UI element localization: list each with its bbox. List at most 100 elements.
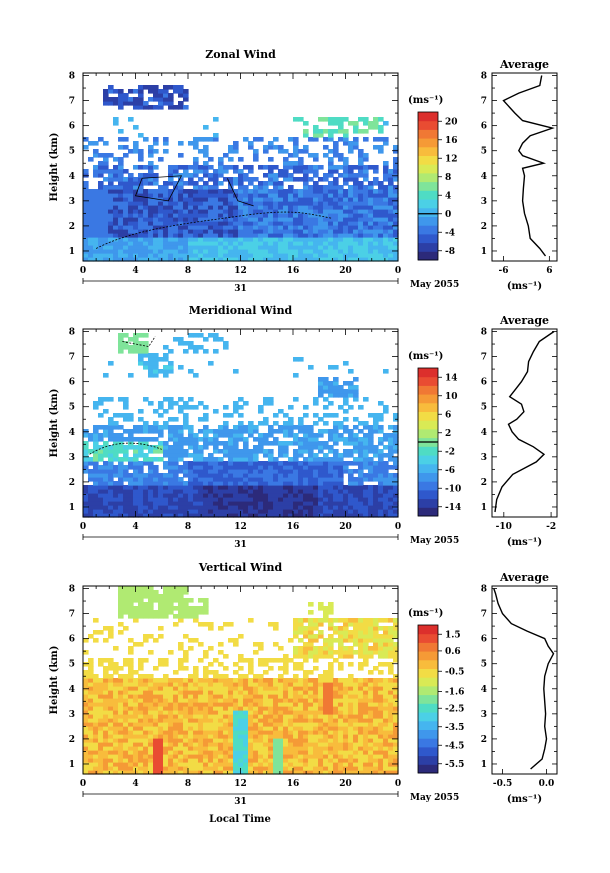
colorbar-swatch xyxy=(418,164,438,174)
y-axis: 1 2 3 4 5 6 7 8 Height (km) xyxy=(49,72,398,257)
colorbar-tick-label: 6 xyxy=(445,410,451,420)
colorbar-swatch xyxy=(418,394,438,404)
x-tick-label: 8 xyxy=(185,779,191,789)
y-tick-label: 4 xyxy=(69,685,75,695)
profile-y-tick-label: 6 xyxy=(481,635,487,645)
colorbar-swatch xyxy=(418,651,438,661)
colorbar-tick-label: 0.6 xyxy=(445,647,461,657)
profile-x-label: (ms⁻¹) xyxy=(507,794,542,805)
colorbar-tick-label: -4 xyxy=(445,228,455,238)
x-tick-label: 12 xyxy=(234,266,247,276)
x-axis-label: Local Time xyxy=(209,814,271,825)
colorbar-swatch xyxy=(418,463,438,473)
colorbar-swatch xyxy=(418,155,438,165)
colorbar-swatch xyxy=(418,190,438,200)
profile-x-label: (ms⁻¹) xyxy=(507,537,542,548)
y-tick-label: 3 xyxy=(69,710,75,720)
day-label: 31 xyxy=(234,540,247,550)
profile-frame xyxy=(491,72,558,262)
profile-x-tick-label: 0.0 xyxy=(539,779,555,789)
colorbar-swatch xyxy=(418,481,438,491)
profile-y-tick-label: 2 xyxy=(481,478,487,488)
x-tick-label: 16 xyxy=(287,522,300,532)
colorbar-unit: (ms⁻¹) xyxy=(408,351,443,362)
day-label: 31 xyxy=(234,797,247,807)
colorbar-tick-label: 14 xyxy=(445,373,458,383)
zero-contour xyxy=(122,336,156,347)
x-tick-label: 0 xyxy=(395,266,401,276)
y-tick-label: 2 xyxy=(69,222,75,232)
x-tick-label: 12 xyxy=(234,522,247,532)
profile-y-tick-label: 7 xyxy=(481,353,487,363)
x-tick-label: 0 xyxy=(80,522,86,532)
colorbar-swatch xyxy=(418,738,438,748)
colorbar: (ms⁻¹) 14 10 6 2 -2 -6 -10 -14 xyxy=(408,351,461,517)
y-axis: 1 2 3 4 5 6 7 8 Height (km) xyxy=(49,328,398,513)
profile-line xyxy=(502,75,555,257)
colorbar-swatch xyxy=(418,694,438,704)
colorbar-swatch xyxy=(418,225,438,235)
profile-frame xyxy=(491,585,558,775)
y-tick-label: 8 xyxy=(69,585,75,595)
colorbar-tick-label: -3.5 xyxy=(445,723,464,733)
profile-line xyxy=(494,330,555,513)
colorbar-swatch xyxy=(418,385,438,395)
profile-y-tick-label: 4 xyxy=(481,685,487,695)
y-tick-label: 2 xyxy=(69,478,75,488)
x-tick-label: 4 xyxy=(132,266,138,276)
colorbar-swatch xyxy=(418,402,438,412)
profile-y-tick-label: 3 xyxy=(481,710,487,720)
colorbar-swatch xyxy=(418,420,438,430)
colorbar-frame xyxy=(417,624,439,774)
profile-y-tick-label: 6 xyxy=(481,378,487,388)
profile-y-tick-label: 5 xyxy=(481,660,487,670)
average-profile: Average 1 2 3 4 5 6 7 8 -10 -2 (ms⁻¹) xyxy=(481,314,558,548)
profile-x-tick-label: -6 xyxy=(498,266,508,276)
colorbar-swatch xyxy=(418,720,438,730)
colorbar-tick-label: 0 xyxy=(445,210,451,220)
x-axis: 0 4 8 12 16 20 0 31 May 2055 xyxy=(80,73,459,294)
y-tick-label: 5 xyxy=(69,660,75,670)
colorbar-swatch xyxy=(418,703,438,713)
average-profile: Average 1 2 3 4 5 6 7 8 -6 6 (ms⁻¹) xyxy=(481,58,558,292)
colorbar-tick-label: -10 xyxy=(445,484,461,494)
y-tick-label: 1 xyxy=(69,247,75,257)
colorbar-swatch xyxy=(418,625,438,635)
y-tick-label: 1 xyxy=(69,760,75,770)
y-tick-label: 5 xyxy=(69,403,75,413)
date-label: May 2055 xyxy=(410,793,459,803)
y-tick-label: 3 xyxy=(69,453,75,463)
x-axis: 0 4 8 12 16 20 0 31 May 2055 xyxy=(80,329,459,550)
y-tick-label: 2 xyxy=(69,735,75,745)
colorbar-swatch xyxy=(418,112,438,122)
colorbar-tick-label: -2 xyxy=(445,447,455,457)
x-tick-label: 20 xyxy=(339,779,352,789)
colorbar-swatch xyxy=(418,755,438,765)
colorbar-swatch xyxy=(418,498,438,508)
panel-title: Vertical Wind xyxy=(198,561,283,574)
colorbar-tick-label: 10 xyxy=(445,392,458,402)
x-tick-label: 20 xyxy=(339,522,352,532)
colorbar-swatch xyxy=(418,207,438,217)
colorbar-swatch xyxy=(418,642,438,652)
date-label: May 2055 xyxy=(410,536,459,546)
colorbar-unit: (ms⁻¹) xyxy=(408,608,443,619)
profile-x-tick-label: -0.5 xyxy=(493,779,512,789)
y-axis-label: Height (km) xyxy=(49,133,60,202)
profile-y-tick-label: 4 xyxy=(481,428,487,438)
colorbar-swatch xyxy=(418,764,438,774)
colorbar-swatch xyxy=(418,216,438,226)
panel-title: Zonal Wind xyxy=(205,48,276,61)
x-tick-label: 0 xyxy=(80,779,86,789)
colorbar-swatch xyxy=(418,446,438,456)
x-tick-label: 8 xyxy=(185,266,191,276)
profile-frame xyxy=(491,328,558,518)
heatmap-cells xyxy=(83,85,399,262)
y-tick-label: 6 xyxy=(69,378,75,388)
profile-y-tick-label: 1 xyxy=(481,503,487,513)
heatmap-cells xyxy=(83,333,399,518)
heatmap-cells xyxy=(83,586,399,775)
zero-contour xyxy=(89,442,162,455)
profile-y-tick-label: 1 xyxy=(481,760,487,770)
y-axis: 1 2 3 4 5 6 7 8 Height (km) xyxy=(49,585,398,770)
